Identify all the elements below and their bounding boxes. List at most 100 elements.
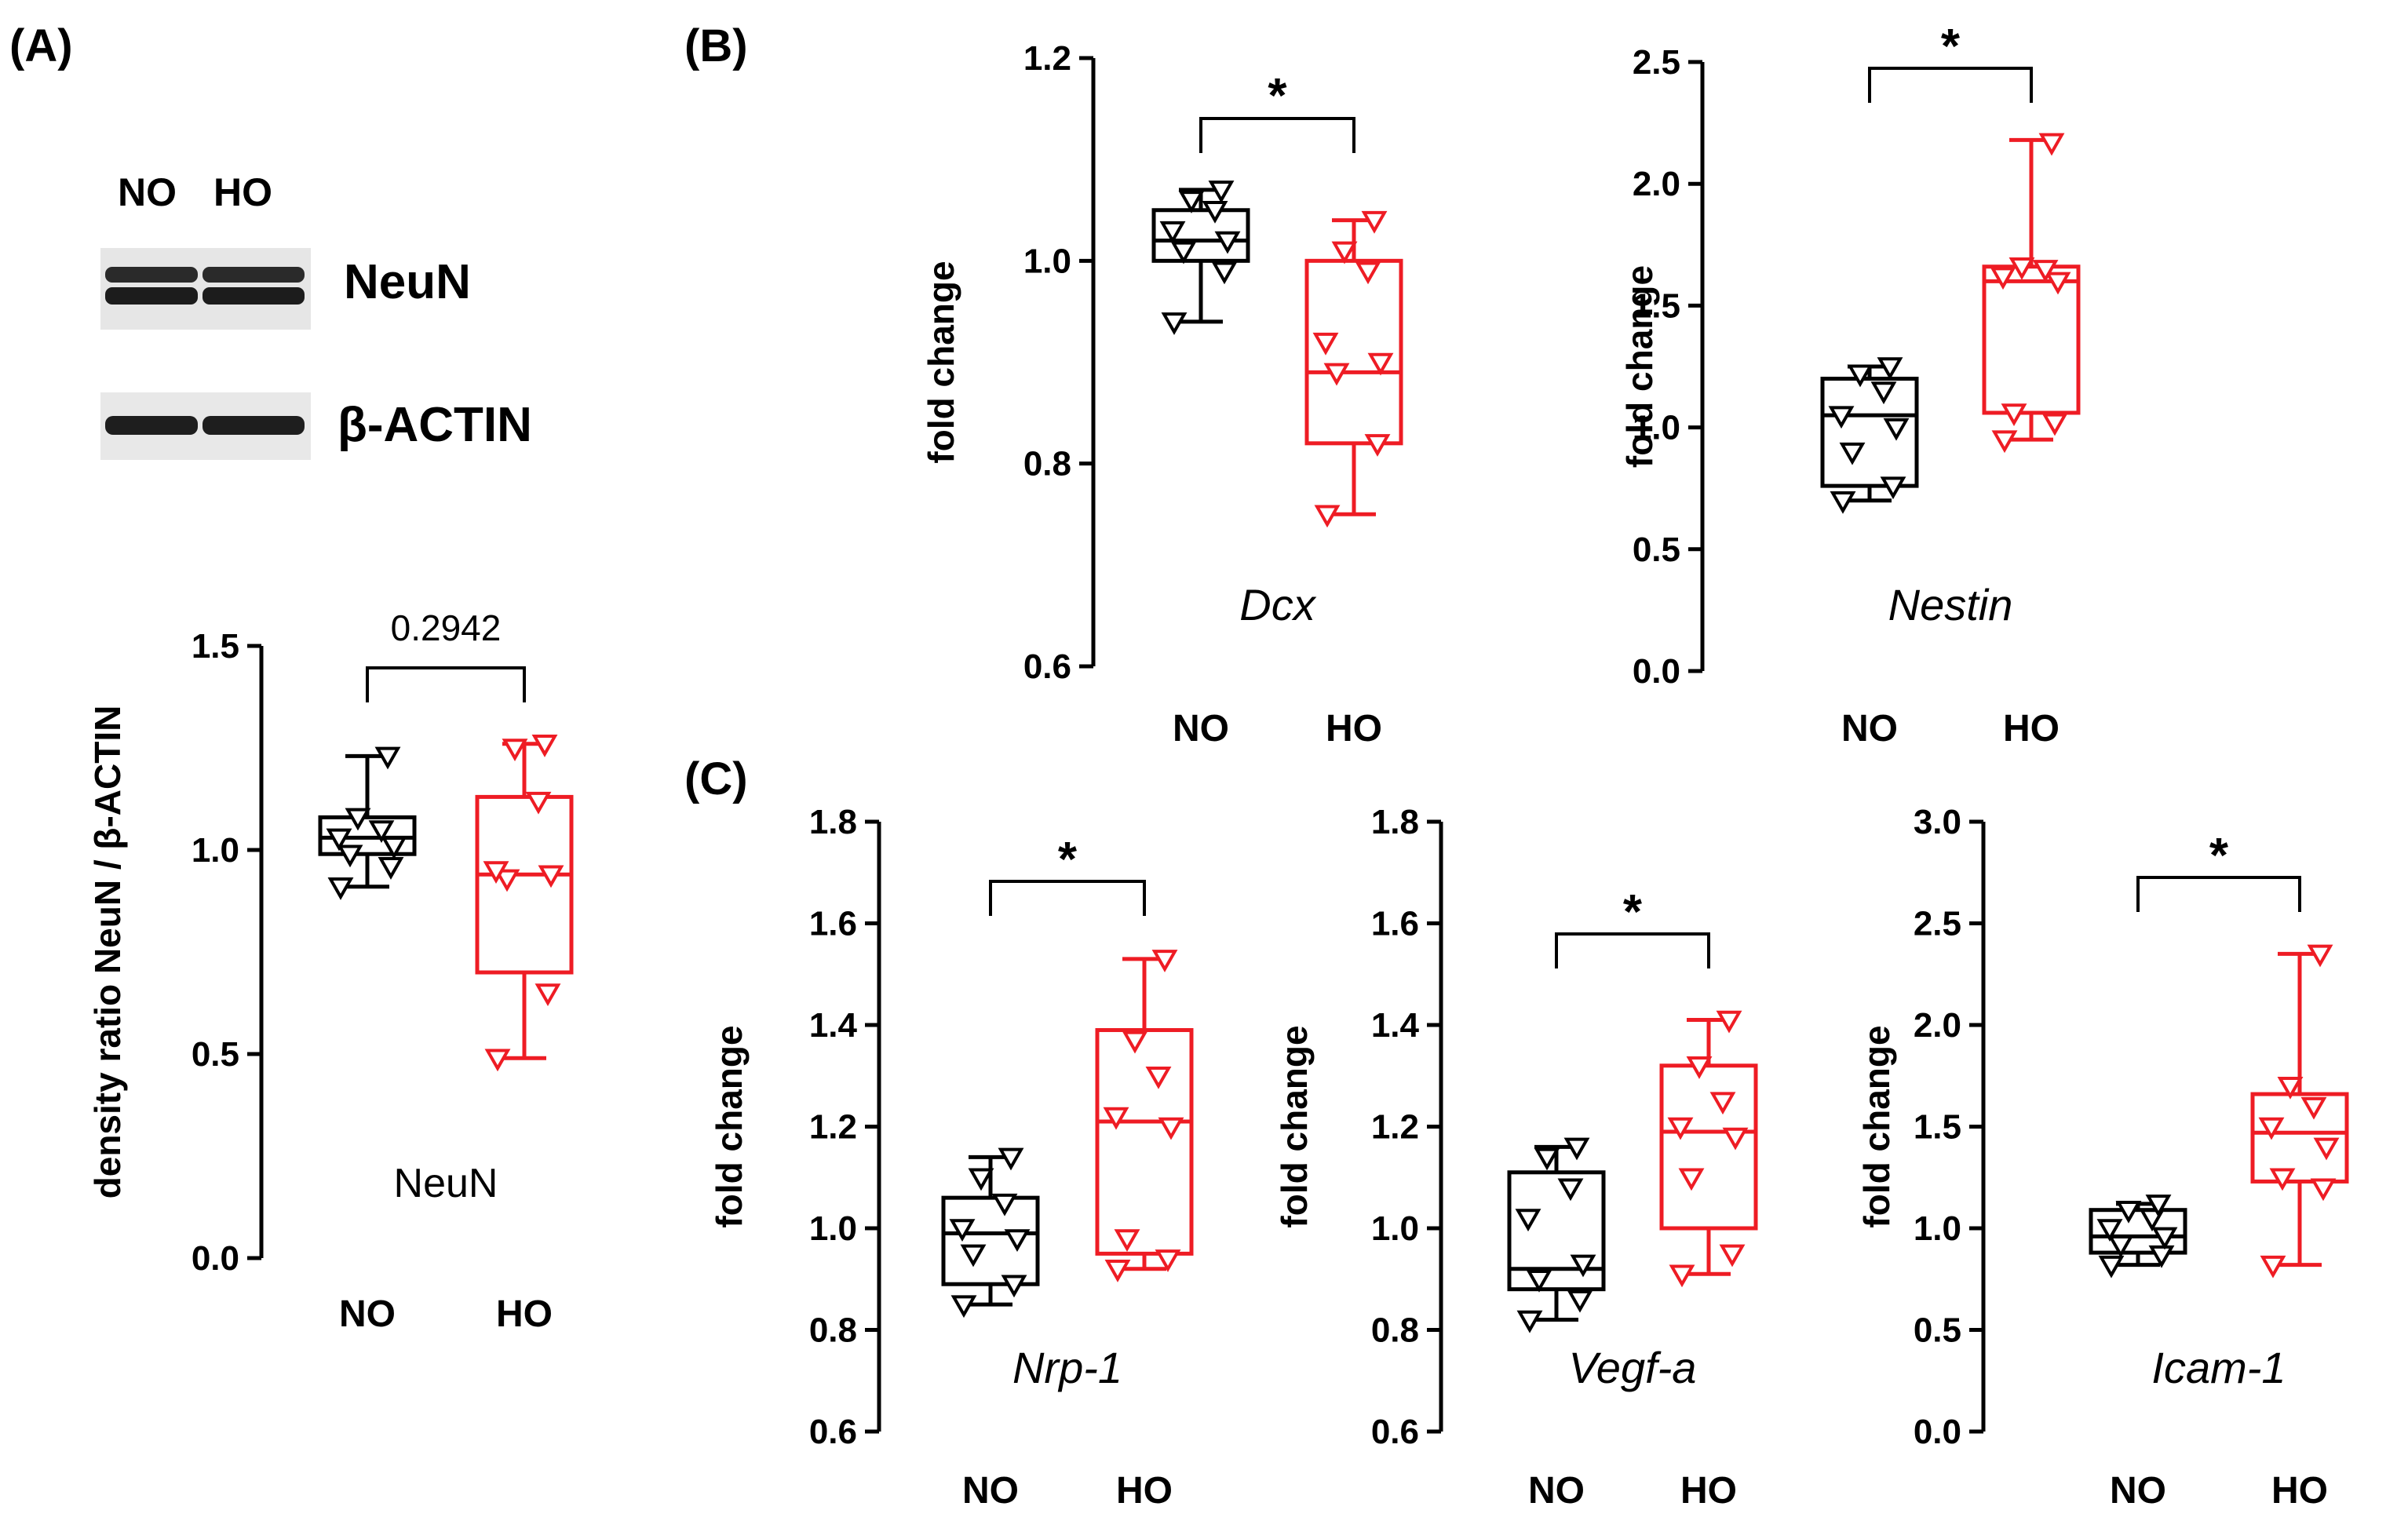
blot-band-neun-ho-upper <box>202 267 305 283</box>
data-point <box>1364 434 1391 457</box>
data-point <box>538 865 564 888</box>
blot-band-actin-ho <box>202 416 305 435</box>
data-point <box>2041 413 2068 436</box>
y-axis-label: fold change <box>921 261 961 463</box>
blot-band-neun-no-lower <box>105 287 198 305</box>
y-tick-label: 1.0 <box>1023 242 1071 280</box>
data-point <box>2310 1178 2337 1202</box>
y-tick-label: 0.6 <box>1023 647 1071 686</box>
box-no <box>1820 357 1919 514</box>
data-point <box>2096 1219 2123 1242</box>
x-category-label: HO <box>1326 708 1382 750</box>
y-tick-label: 1.4 <box>1371 1006 1420 1045</box>
data-point <box>381 837 407 859</box>
data-point <box>1877 357 1903 381</box>
data-point <box>345 808 371 831</box>
data-point <box>1161 312 1188 335</box>
data-point <box>991 1193 1018 1216</box>
data-point <box>1991 430 2018 454</box>
box-no <box>2089 1195 2187 1278</box>
y-tick-label: 2.0 <box>1914 1006 1961 1045</box>
x-category-label: HO <box>2003 708 2060 750</box>
data-point <box>1830 491 1856 514</box>
data-point <box>1104 1260 1131 1282</box>
y-tick-label: 1.2 <box>1023 39 1071 78</box>
data-point <box>1716 1010 1742 1034</box>
data-point <box>1004 1229 1031 1252</box>
data-point <box>1686 1056 1713 1079</box>
data-point <box>2107 1235 2134 1258</box>
data-point <box>1114 1229 1140 1252</box>
data-point <box>2313 1137 2340 1161</box>
data-point <box>1534 1147 1560 1171</box>
y-tick-label: 1.5 <box>1914 1108 1961 1147</box>
data-point <box>2148 1245 2175 1268</box>
x-category-label: NO <box>1173 708 1229 750</box>
y-tick-label: 1.0 <box>192 831 239 870</box>
significance-label: * <box>1268 69 1287 123</box>
data-point <box>483 861 509 885</box>
significance-bracket <box>1868 67 2033 103</box>
data-point <box>1211 261 1238 285</box>
x-category-label: NO <box>339 1293 396 1335</box>
data-point <box>1709 1092 1736 1115</box>
data-point <box>2115 1200 2142 1224</box>
data-point <box>2300 1096 2327 1120</box>
data-point <box>1178 191 1205 213</box>
data-point <box>484 1049 511 1072</box>
y-tick-label: 1.2 <box>1371 1108 1419 1147</box>
significance-label: 0.2942 <box>391 607 502 648</box>
y-tick-label: 1.0 <box>809 1209 857 1248</box>
data-point <box>1567 1289 1593 1313</box>
data-point <box>1155 1249 1181 1272</box>
significance-bracket <box>1199 117 1355 153</box>
x-category-label: NO <box>2110 1470 2166 1512</box>
y-tick-label: 0.5 <box>192 1035 239 1074</box>
data-point <box>968 1168 994 1191</box>
data-point <box>998 1147 1024 1171</box>
data-point <box>1990 267 2016 290</box>
y-axis-label: density ratio NeuN / β-ACTIN <box>87 706 128 1199</box>
chart-icam1: 0.0 0.5 1.0 1.5 2.0 2.5 3.0 fold change NO HO Icam… <box>1856 803 2349 1512</box>
iqr-box <box>1982 264 2081 415</box>
x-category-label: NO <box>962 1470 1019 1512</box>
iqr-box <box>1304 258 1403 446</box>
x-category-label: NO <box>1528 1470 1585 1512</box>
significance-bracket <box>366 666 526 702</box>
data-point <box>1145 1067 1172 1089</box>
y-tick-label: 2.5 <box>1914 905 1961 943</box>
data-point <box>2145 1195 2172 1217</box>
data-point <box>531 735 558 757</box>
data-point <box>1669 1264 1695 1288</box>
x-category-label: HO <box>496 1293 553 1335</box>
data-point <box>2098 1255 2125 1278</box>
chart-nrp1: 0.6 0.8 1.0 1.2 1.4 1.6 1.8 fold change NO HO Nrp-… <box>709 803 1194 1512</box>
data-point <box>1570 1254 1596 1278</box>
blot-label-actin: β-ACTIN <box>337 398 532 452</box>
iqr-box <box>475 794 574 975</box>
data-point <box>2001 403 2027 427</box>
data-point <box>378 857 404 880</box>
data-point <box>1170 241 1197 264</box>
data-point <box>1526 1270 1552 1293</box>
y-tick-label: 0.8 <box>809 1311 857 1350</box>
chart-title: Nestin <box>1888 580 2013 629</box>
data-point <box>326 828 352 852</box>
y-tick-label: 0.5 <box>1633 531 1680 569</box>
data-point <box>535 983 561 1007</box>
data-point <box>1103 1107 1129 1130</box>
box-ho <box>1095 950 1194 1282</box>
y-tick-label: 0.8 <box>1371 1311 1419 1350</box>
data-point <box>2260 1255 2286 1278</box>
data-point <box>1151 950 1178 972</box>
box-ho <box>475 735 574 1072</box>
data-point <box>1323 363 1350 386</box>
chart-nestin: 0.0 0.5 1.0 1.5 2.0 2.5 fold change NO HO Nestin * <box>1619 20 2081 750</box>
y-tick-label: 0.8 <box>1023 445 1071 483</box>
western-blot: NO HO NeuN β-ACTIN <box>100 170 532 460</box>
y-tick-label: 2.5 <box>1633 43 1680 82</box>
y-tick-label: 0.0 <box>1914 1413 1961 1451</box>
y-tick-label: 2.0 <box>1633 165 1680 203</box>
chart-title: Dcx <box>1239 580 1316 629</box>
box-no <box>318 746 417 900</box>
